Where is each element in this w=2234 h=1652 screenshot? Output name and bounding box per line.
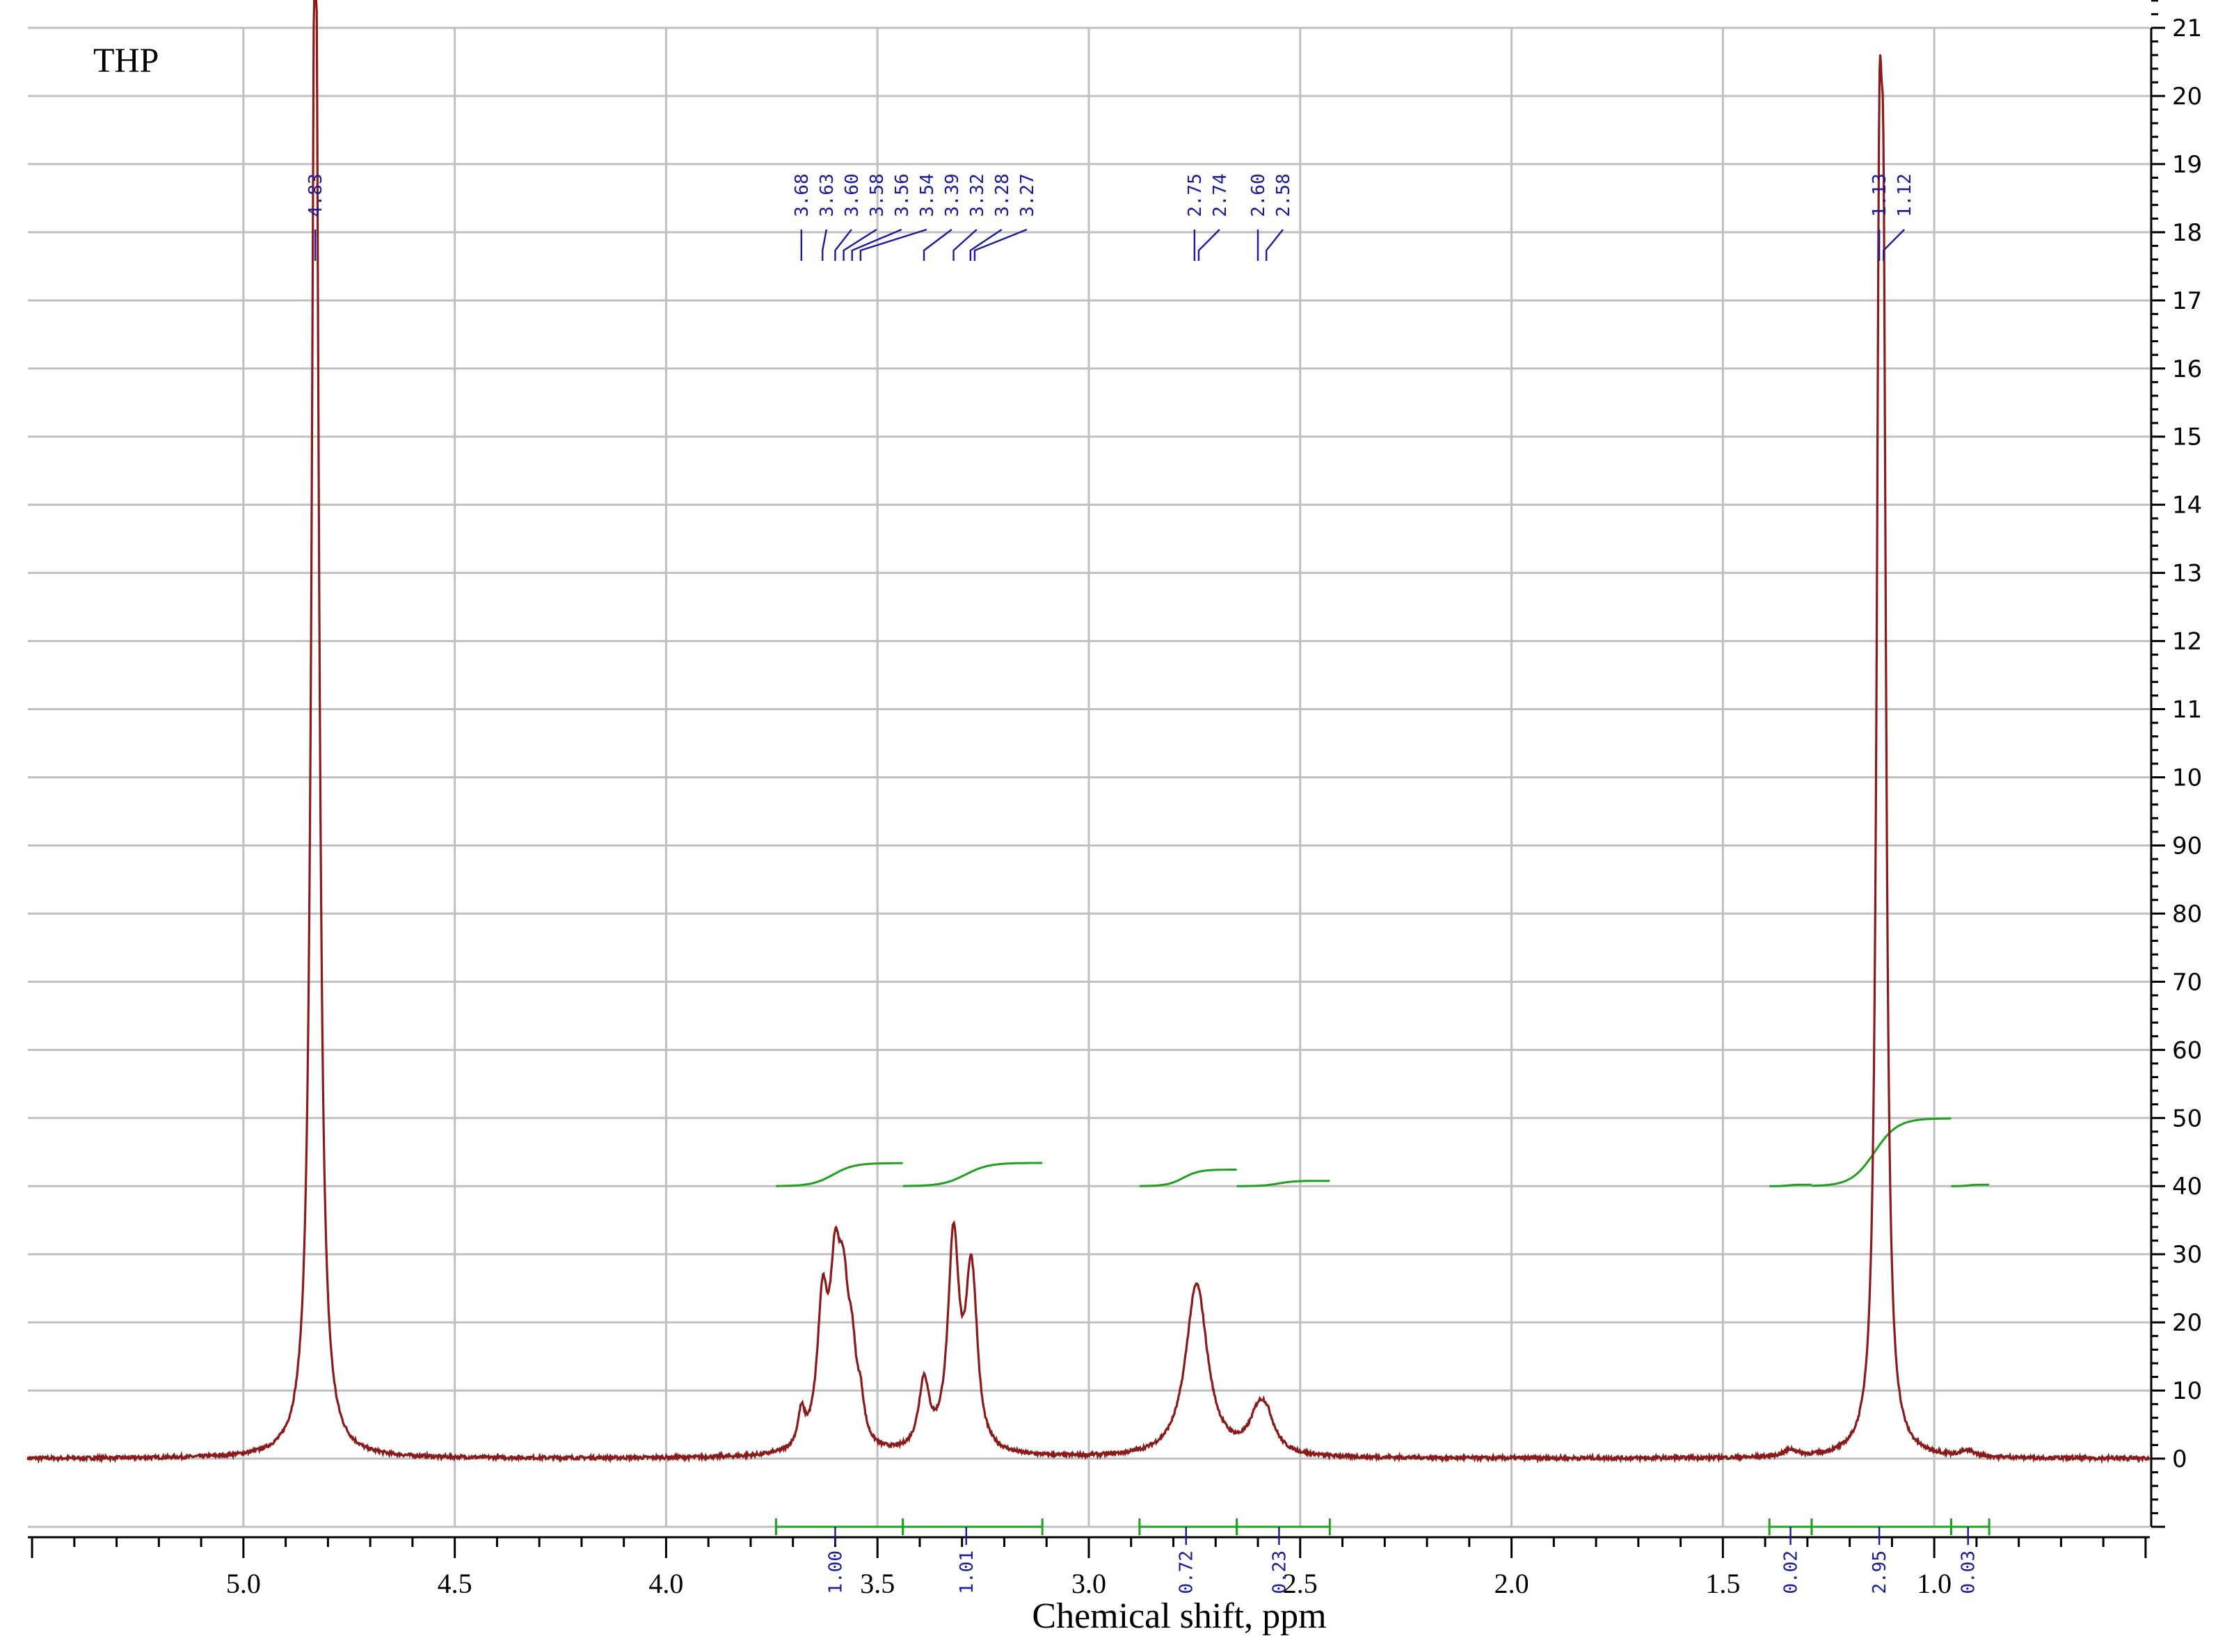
y-tick-label: 70 [2172,968,2202,996]
peak-label: 1.13 [1869,173,1890,217]
y-tick-label: 40 [2172,1173,2202,1201]
x-tick-label: 3.0 [1071,1568,1106,1599]
spectrum-line [26,0,2151,1465]
peak-label: 2.75 [1185,173,1206,217]
peak-label: 3.27 [1017,173,1038,217]
x-tick-label: 2.5 [1283,1568,1318,1599]
y-tick-label: 14 [2172,492,2202,520]
integral-curve [1139,1169,1237,1187]
integral-curve [776,1162,903,1187]
peak-label-connector [969,229,1003,261]
y-tick-label: 18 [2172,219,2202,247]
x-axis-label: Chemical shift, ppm [1032,1596,1326,1636]
peak-label: 3.68 [792,173,813,217]
integral-value-label: 1.00 [825,1550,846,1594]
integral-curve [1769,1183,1812,1187]
y-tick-label: 10 [2172,764,2202,792]
peak-label: 1.12 [1894,173,1915,217]
x-tick-label: 5.0 [226,1568,261,1599]
spectrum-trace [26,0,2151,1465]
y-tick-label: 17 [2172,287,2202,315]
y-tick-label: 30 [2172,1241,2202,1269]
x-tick-label: 3.5 [860,1568,895,1599]
x-tick-label: 1.5 [1705,1568,1740,1599]
peak-label: 3.60 [842,173,863,217]
peak-label: 3.56 [892,173,913,217]
peak-label-connector [843,228,877,261]
x-tick-label: 1.0 [1917,1568,1952,1599]
y-tick-label: 15 [2172,424,2202,451]
integral-value-label: 1.01 [957,1550,978,1594]
peak-label: 2.58 [1273,173,1294,217]
peak-label: 3.32 [967,173,988,217]
integral-value-label: 0.72 [1176,1550,1197,1594]
x-tick-label: 2.0 [1494,1568,1529,1599]
peak-label-connector [923,229,952,261]
y-tick-label: 0 [2172,1445,2187,1473]
peak-label-connector [834,229,852,261]
integral-brackets: 1.00 1.01 0.72 0.23 0.02 2.95 0.03 [774,1518,1990,1594]
y-tick-label: 90 [2172,832,2202,860]
grid-lines [28,26,2150,1528]
integral-value-label: 0.02 [1781,1550,1802,1594]
peak-label: 3.63 [817,173,838,217]
y-tick-label: 12 [2172,628,2202,656]
y-tick-label: 20 [2172,1309,2202,1337]
peak-label: 3.58 [867,173,888,217]
integral-curve [1951,1183,1990,1187]
peak-label-connector [1197,229,1220,261]
y-tick-label: 80 [2172,900,2202,928]
peak-label: 2.74 [1210,173,1231,217]
peak-label-connector [973,228,1028,261]
y-tick-label: 50 [2172,1105,2202,1132]
y-tick-label: 13 [2172,560,2202,588]
y-tick-label: 60 [2172,1036,2202,1064]
integral-value-label: 0.03 [1958,1550,1979,1594]
chart-title: THP [93,40,159,79]
x-tick-label: 4.5 [438,1568,472,1599]
y-tick-label: 16 [2172,355,2202,383]
y-tick-label: 21 [2172,15,2202,42]
peak-label: 3.39 [942,173,963,217]
y-tick-label: 19 [2172,151,2202,179]
peak-label: 3.28 [992,173,1013,217]
peak-label: 4.83 [305,173,326,217]
peak-label: 2.60 [1248,173,1269,217]
integral-value-label: 2.95 [1869,1550,1890,1594]
x-tick-label: 4.0 [648,1568,683,1599]
integral-curves [776,1117,1990,1187]
axes: 5.0 4.5 4.0 3.5 3.0 2.5 2.0 1.5 1.00102030405060… [28,0,2202,1599]
y-tick-label: 20 [2172,83,2202,111]
integral-curve [1811,1117,1952,1187]
integral-curve [902,1162,1043,1187]
peak-label-connector [952,229,978,261]
peak-label-connector [822,229,828,261]
y-tick-label: 11 [2172,696,2202,724]
integral-curve [1236,1180,1330,1187]
peak-label-connector [859,228,927,261]
integral-value-label: 0.23 [1269,1550,1290,1594]
peak-label-connector [851,228,902,261]
peak-labels: 4.83 3.68 3.63 3.60 3.58 3.56 3.54 3.39 3.32 3.28… [305,173,1915,261]
peak-label-connector [1883,229,1906,261]
y-tick-label: 10 [2172,1377,2202,1405]
peak-label: 3.54 [917,173,938,217]
peak-label-connector [1265,229,1284,261]
